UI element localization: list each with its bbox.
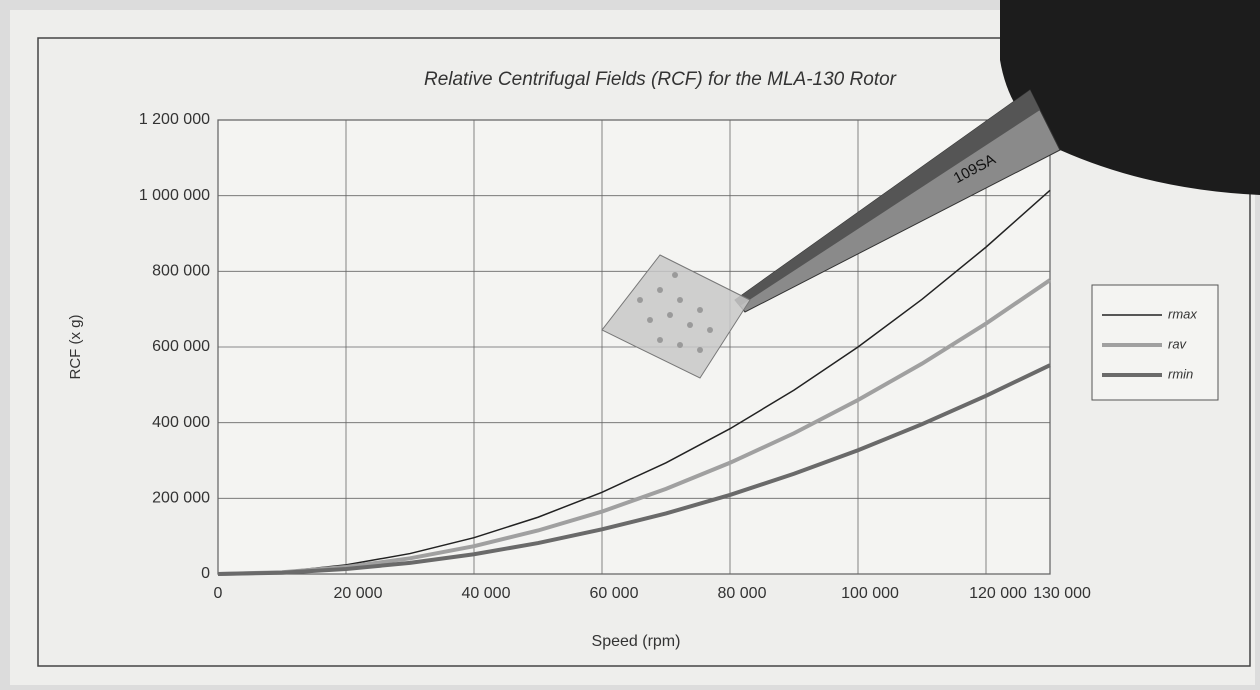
legend-box [1091, 284, 1219, 401]
bottle [1000, 0, 1260, 195]
y-axis-label: RCF (x g) [67, 315, 84, 380]
y-tick-label: 800 000 [152, 263, 210, 280]
photo-overlay: 109SA [601, 0, 1260, 379]
series-line [217, 189, 1051, 575]
y-tick-label: 1 000 000 [139, 187, 210, 204]
legend-label: rmax [1168, 306, 1197, 321]
x-tick-label: 20 000 [334, 585, 383, 602]
x-tick-label: 0 [214, 585, 223, 602]
chart-title: Relative Centrifugal Fields (RCF) for th… [424, 69, 897, 90]
legend-label: rmin [1168, 366, 1193, 381]
chip-dots [637, 272, 713, 353]
chart-frame [37, 37, 1251, 667]
y-tick-label: 400 000 [152, 414, 210, 431]
x-axis-label: Speed (rpm) [592, 633, 681, 650]
x-tick-label: 40 000 [462, 585, 511, 602]
x-tick-label: 60 000 [590, 585, 639, 602]
x-tick-label: 100 000 [841, 585, 899, 602]
y-tick-label: 1 200 000 [139, 111, 210, 128]
tweezers-edge [735, 90, 1040, 306]
x-tick-label: 80 000 [718, 585, 767, 602]
series-line [217, 363, 1051, 576]
y-tick-label: 0 [201, 565, 210, 582]
x-tick-label: 130 000 [1033, 585, 1091, 602]
legend-label: rav [1168, 336, 1188, 351]
series-line [217, 278, 1052, 576]
x-tick-label: 120 000 [969, 585, 1027, 602]
plot-area: 0 200 000 400 000 600 000 800 000 1 000 000 1 … [139, 111, 1219, 602]
y-tick-label: 600 000 [152, 338, 210, 355]
chip [601, 254, 751, 379]
y-tick-label: 200 000 [152, 490, 210, 507]
